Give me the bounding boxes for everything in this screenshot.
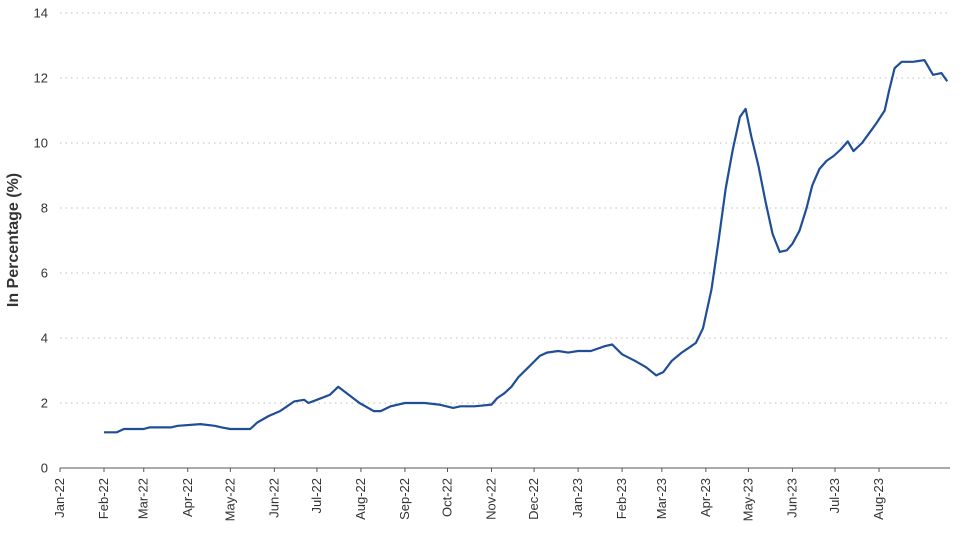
x-tick-label: Sep-22 bbox=[397, 478, 412, 520]
y-tick-label: 6 bbox=[41, 266, 48, 281]
x-tick-label: Dec-22 bbox=[526, 478, 541, 520]
y-axis-tick-labels: 0 2 4 6 8 10 12 14 bbox=[34, 6, 48, 476]
y-tick-label: 12 bbox=[34, 71, 48, 86]
x-tick-label: Feb-23 bbox=[614, 478, 629, 519]
x-tick-label: Jan-22 bbox=[52, 478, 67, 518]
gridlines bbox=[60, 12, 950, 404]
x-tick-label: Aug-23 bbox=[871, 478, 886, 520]
y-tick-label: 8 bbox=[41, 201, 48, 216]
series-line bbox=[104, 59, 949, 434]
y-tick-label: 0 bbox=[41, 461, 48, 476]
x-tick-label: Feb-22 bbox=[96, 478, 111, 519]
y-tick-label: 4 bbox=[41, 331, 48, 346]
y-tick-label: 10 bbox=[34, 136, 48, 151]
x-tick-label: Jan-23 bbox=[570, 478, 585, 518]
x-tick-label: Jul-22 bbox=[309, 478, 324, 513]
x-tick-label: Jun-23 bbox=[784, 478, 799, 518]
y-tick-label: 2 bbox=[41, 396, 48, 411]
x-tick-label: May-22 bbox=[222, 478, 237, 521]
x-tick-label: Jun-22 bbox=[266, 478, 281, 518]
x-tick-label: May-23 bbox=[740, 478, 755, 521]
x-tick-label: Apr-22 bbox=[180, 478, 195, 517]
x-axis-tick-labels: Jan-22 Feb-22 Mar-22 Apr-22 May-22 Jun-22 Jul-… bbox=[52, 468, 886, 521]
x-tick-label: Aug-22 bbox=[353, 478, 368, 520]
x-tick-label: Apr-23 bbox=[698, 478, 713, 517]
x-tick-label: Nov-22 bbox=[484, 478, 499, 520]
x-tick-label: Mar-22 bbox=[136, 478, 151, 519]
x-tick-label: Jul-23 bbox=[827, 478, 842, 513]
x-tick-label: Mar-23 bbox=[654, 478, 669, 519]
x-tick-label: Oct-22 bbox=[440, 478, 455, 517]
y-tick-label: 14 bbox=[34, 6, 48, 21]
y-axis-label: In Percentage (%) bbox=[5, 173, 22, 307]
